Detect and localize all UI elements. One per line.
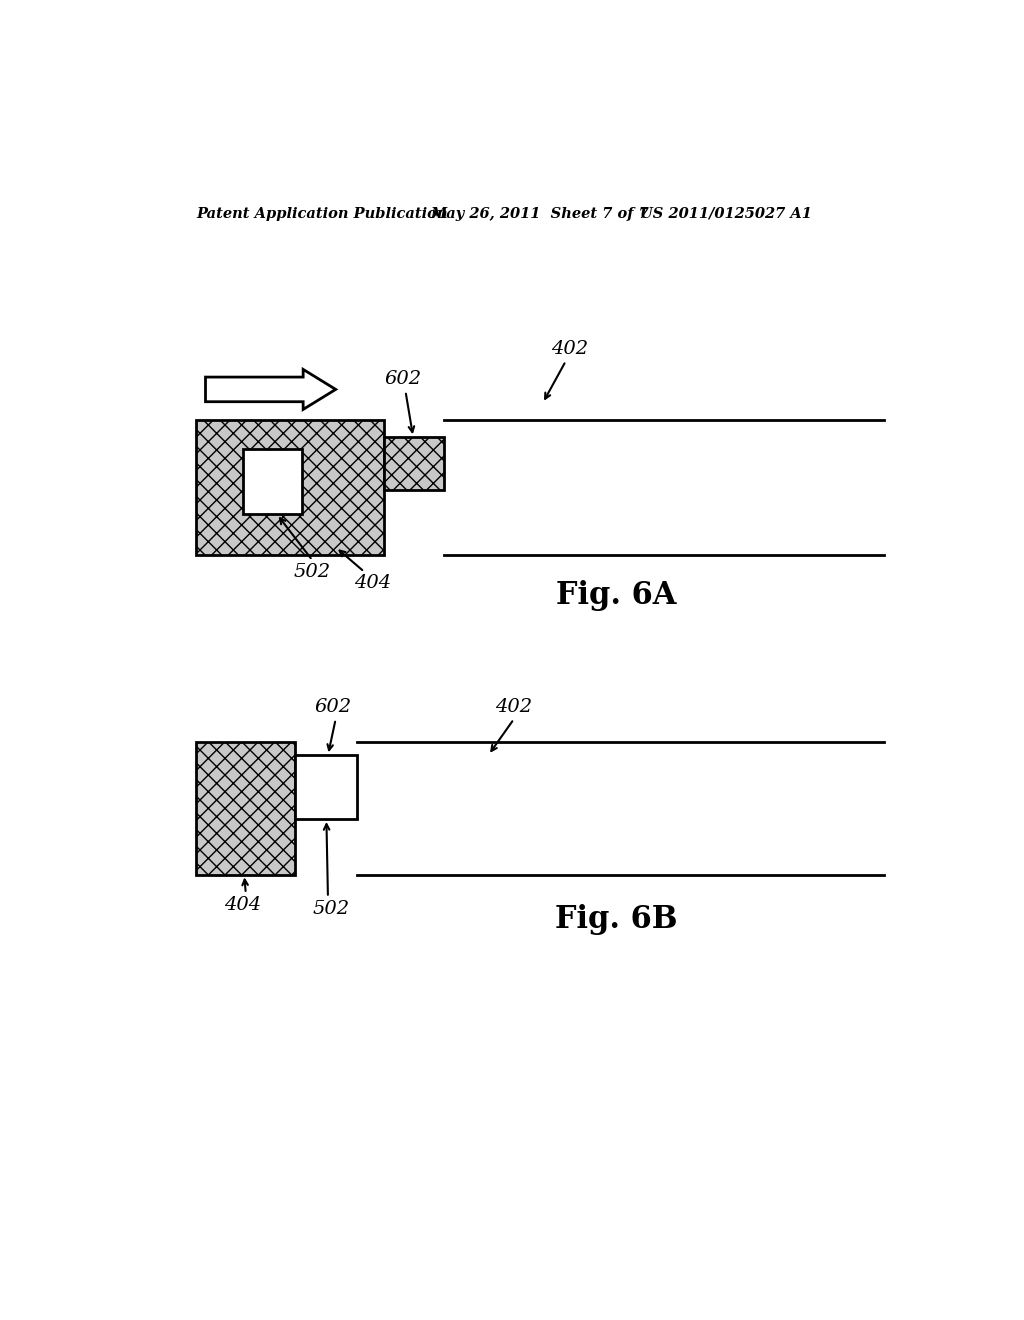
Text: Fig. 6B: Fig. 6B	[555, 904, 678, 935]
Text: US 2011/0125027 A1: US 2011/0125027 A1	[640, 207, 811, 220]
Text: 602: 602	[385, 370, 422, 388]
Text: 404: 404	[224, 896, 261, 915]
Bar	[197, 420, 384, 554]
Text: Fig. 6A: Fig. 6A	[556, 581, 677, 611]
FancyArrow shape	[206, 370, 336, 409]
Text: 502: 502	[294, 562, 331, 581]
Text: Patent Application Publication: Patent Application Publication	[197, 207, 447, 220]
Text: May 26, 2011  Sheet 7 of 7: May 26, 2011 Sheet 7 of 7	[430, 207, 649, 220]
Bar	[197, 742, 295, 875]
Text: 404: 404	[353, 574, 391, 593]
Text: 402: 402	[496, 698, 532, 717]
Bar	[384, 437, 444, 490]
Bar	[295, 755, 356, 818]
Text: 602: 602	[314, 698, 352, 717]
Text: 402: 402	[551, 341, 589, 358]
Text: 502: 502	[312, 900, 349, 919]
Bar	[243, 450, 302, 515]
